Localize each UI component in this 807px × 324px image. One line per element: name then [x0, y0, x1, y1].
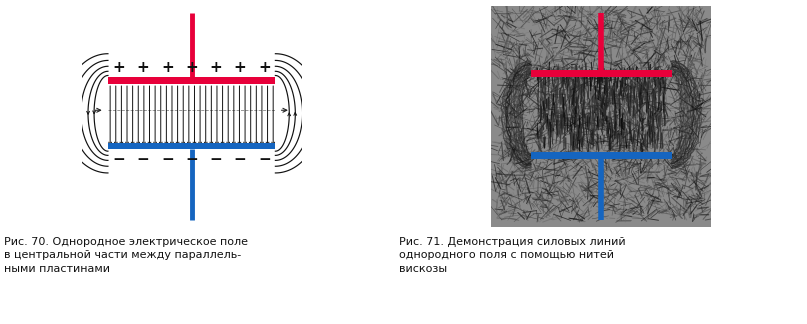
- Bar: [531, 70, 671, 77]
- Text: +: +: [210, 60, 222, 75]
- Text: −: −: [113, 152, 125, 167]
- Text: −: −: [210, 152, 222, 167]
- Text: −: −: [137, 152, 149, 167]
- Bar: [108, 77, 275, 84]
- Text: +: +: [137, 60, 149, 75]
- Text: −: −: [186, 152, 198, 167]
- Text: +: +: [113, 60, 125, 75]
- Text: +: +: [161, 60, 174, 75]
- Text: Рис. 71. Демонстрация силовых линий
однородного поля с помощью нитей
вискозы: Рис. 71. Демонстрация силовых линий одно…: [399, 237, 626, 274]
- Text: −: −: [161, 152, 174, 167]
- Bar: [531, 152, 671, 159]
- Text: −: −: [234, 152, 246, 167]
- Text: +: +: [186, 60, 198, 75]
- Text: Рис. 70. Однородное электрическое поле
в центральной части между параллель-
ными: Рис. 70. Однородное электрическое поле в…: [4, 237, 248, 274]
- FancyBboxPatch shape: [487, 3, 715, 230]
- Text: +: +: [234, 60, 246, 75]
- Bar: [108, 143, 275, 149]
- FancyBboxPatch shape: [78, 3, 305, 230]
- Text: −: −: [258, 152, 270, 167]
- Text: +: +: [258, 60, 270, 75]
